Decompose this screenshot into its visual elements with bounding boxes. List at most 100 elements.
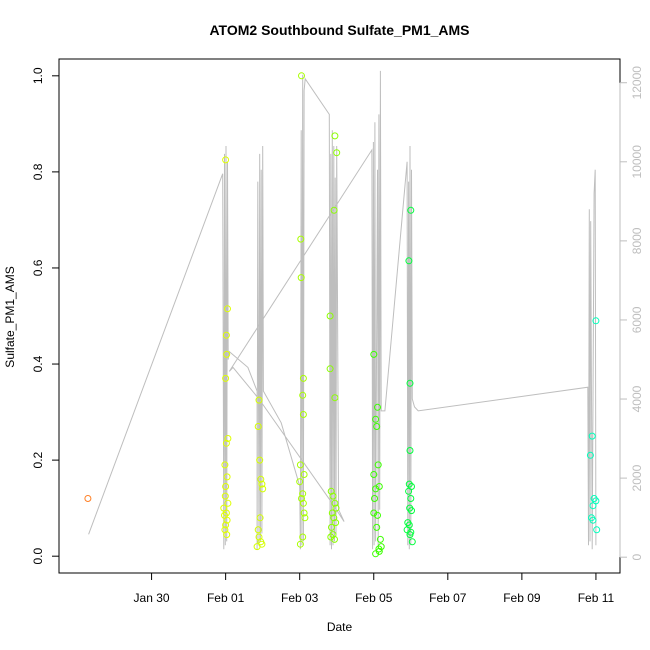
data-point [222,331,230,339]
data-point [329,531,337,539]
data-point [298,72,305,80]
data-point [299,391,307,399]
x-tick-label: Feb 03 [281,591,319,605]
data-point [330,206,338,214]
data-point [331,535,338,543]
data-point [301,514,309,522]
y-axis-label: Sulfate_PM1_AMS [3,266,17,367]
x-tick-label: Jan 30 [134,591,170,605]
data-point [592,317,600,325]
chart-title: ATOM2 Southbound Sulfate_PM1_AMS [209,22,469,38]
right-y-tick-label: 2000 [630,464,644,491]
data-point [372,415,380,423]
data-point [332,504,340,512]
data-point [408,538,416,546]
data-point [222,439,230,447]
data-point [408,507,415,515]
data-point [332,519,340,527]
data-point [298,495,305,502]
data-point [407,495,415,502]
altitude-line [88,70,597,550]
x-axis: Jan 30 Feb 01 Feb 03 Feb 05 Feb 07 Feb 09 Feb … [134,572,615,605]
data-point [370,471,378,478]
right-y-tick-label: 10000 [630,145,644,179]
data-point [224,435,232,442]
y-tick-label: 0.8 [31,163,45,180]
x-axis-label: Date [327,620,353,634]
data-point [589,502,597,510]
data-point [589,516,597,524]
data-point [370,350,378,358]
data-point [330,514,338,522]
data-point [221,461,229,469]
data-point [223,516,231,524]
data-point [296,461,304,469]
y-tick-label: 0.4 [31,355,45,372]
x-tick-label: Feb 09 [503,591,541,605]
data-point [255,396,263,404]
x-tick-label: Feb 11 [578,591,615,605]
data-point [593,526,601,534]
data-point [296,478,304,486]
data-point [221,526,229,534]
y-tick-label: 0.6 [31,259,45,276]
data-point [373,423,381,430]
data-point [300,509,308,517]
data-point [220,504,228,512]
data-point [405,480,413,488]
data-point [377,543,385,551]
data-point [222,156,230,164]
data-point [375,483,383,490]
data-point [299,411,307,418]
data-point [372,485,380,493]
sulfate-points [84,72,601,558]
data-point [255,533,263,541]
data-point [224,305,231,313]
data-point [588,432,596,440]
data-point [331,132,339,140]
data-point [372,550,380,558]
data-point [297,274,305,282]
data-point [299,533,307,541]
data-point [331,394,339,402]
data-point [370,509,378,517]
data-point [221,492,229,500]
data-point [297,235,305,243]
data-point [257,475,265,483]
data-point [326,365,334,373]
data-point [299,490,307,498]
x-tick-label: Feb 01 [207,591,245,605]
altitude-series [88,70,597,550]
right-y-tick-label: 4000 [630,385,644,412]
y-tick-label: 0.2 [31,451,45,468]
data-point [375,547,383,555]
data-point [258,480,266,488]
data-point [333,149,341,157]
data-point [254,423,262,430]
data-point [256,456,264,464]
data-point [300,471,308,478]
data-point [222,483,230,490]
right-y-tick-label: 12000 [630,66,644,100]
data-point [327,533,335,541]
data-point [405,487,413,495]
x-tick-label: Feb 05 [355,591,393,605]
data-point [84,495,92,502]
y-tick-label: 0.0 [31,548,45,565]
data-point [223,473,231,481]
data-point [407,206,415,214]
data-point [299,374,307,382]
data-point [329,492,337,500]
right-y-tick-label: 6000 [630,306,644,333]
data-point [328,509,336,517]
data-point [374,461,382,469]
data-point [405,257,413,265]
data-point [373,523,381,531]
data-point [376,535,384,543]
data-point [223,531,231,539]
right-y-axis: 0 2000 4000 6000 8000 10000 12000 [619,66,644,561]
data-point [256,514,264,522]
data-point [326,312,334,320]
data-point [331,499,339,507]
y-axis: 0.0 0.2 0.4 0.6 0.8 1.0 [31,67,60,565]
